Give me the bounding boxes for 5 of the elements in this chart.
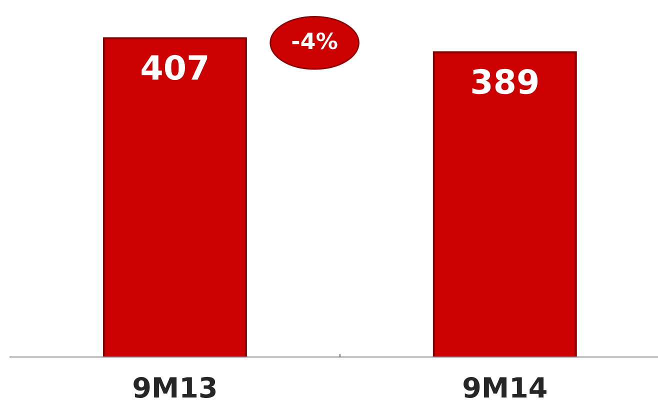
data-label: 407 xyxy=(142,54,208,80)
x-tick-label: 9M14 xyxy=(464,376,546,398)
annotation: -4% xyxy=(292,32,338,50)
x-tick-label: 9M13 xyxy=(134,376,216,398)
data-label: 389 xyxy=(472,68,538,94)
